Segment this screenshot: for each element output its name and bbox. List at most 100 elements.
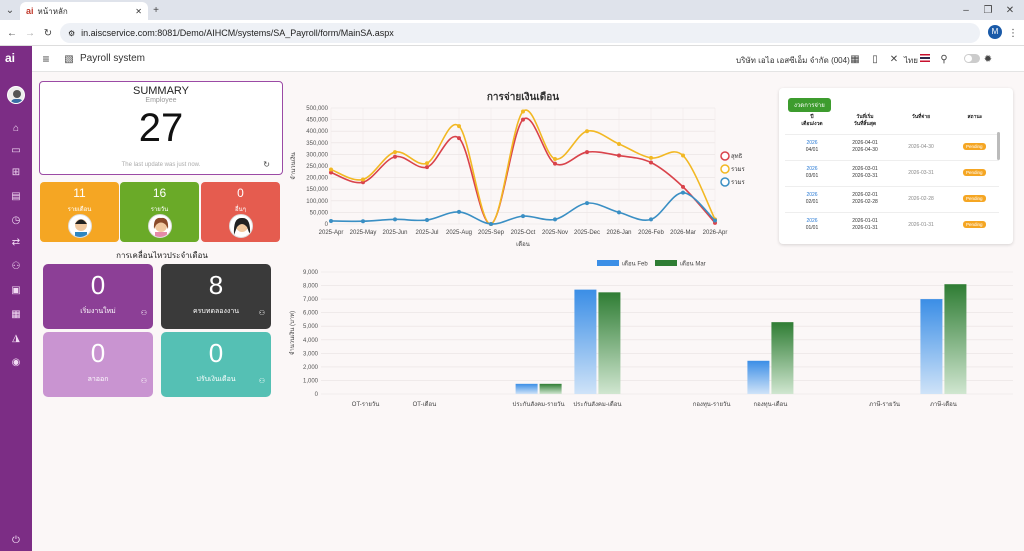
people-icon: ⚇ bbox=[140, 310, 147, 317]
period-number: 02/01 bbox=[805, 199, 819, 205]
x-tick-label: 2025-Aug bbox=[446, 230, 472, 236]
y-tick-label: 150,000 bbox=[306, 187, 328, 193]
document-icon[interactable]: ▯ bbox=[872, 53, 878, 65]
x-tick-label: ประกันสังคม-รายวัน bbox=[513, 401, 565, 408]
resign-card[interactable]: 0 ลาออก ⚇ bbox=[43, 332, 153, 397]
window-close-icon[interactable]: ✕ bbox=[1005, 4, 1015, 16]
close-icon[interactable]: ✕ bbox=[135, 6, 142, 16]
x-tick-label: OT-รายวัน bbox=[352, 401, 380, 408]
schedule-row[interactable]: 2026 01/01 2026-01-01 2026-01-31 2026-01-31 P… bbox=[785, 212, 999, 238]
daily-card[interactable]: 16 รายวัน bbox=[120, 182, 199, 242]
restore-icon[interactable]: ❐ bbox=[983, 4, 993, 16]
refresh-icon[interactable]: ↻ bbox=[263, 160, 270, 169]
user-icon[interactable]: ⚲ bbox=[940, 53, 948, 65]
schedule-row[interactable]: 2026 03/01 2026-03-01 2026-03-31 2026-03-31 P… bbox=[785, 160, 999, 186]
monitor-icon[interactable]: ▭ bbox=[11, 145, 21, 156]
x-tick-label: 2026-Jan bbox=[606, 230, 631, 236]
period-number: 03/01 bbox=[805, 173, 819, 179]
graduation-icon[interactable]: ◮ bbox=[12, 333, 20, 344]
tools-icon[interactable]: ✕ bbox=[889, 53, 899, 65]
data-point bbox=[457, 136, 461, 141]
language-label[interactable]: ไทย bbox=[904, 56, 918, 65]
hamburger-menu-icon[interactable]: ≡ bbox=[42, 52, 50, 66]
data-point bbox=[329, 167, 333, 172]
salary-adjust-card[interactable]: 0 ปรับเงินเดือน ⚇ bbox=[161, 332, 271, 397]
top-header: ≡ ▧ Payroll system บริษัท เอไอ เอสซีเอ็ม… bbox=[32, 46, 1024, 72]
tab-list-icon[interactable]: ⌄ bbox=[5, 4, 15, 16]
period-year[interactable]: 2026 bbox=[806, 166, 818, 172]
period-year[interactable]: 2026 bbox=[806, 218, 818, 224]
date-range-cell: 2026-01-01 2026-01-31 bbox=[845, 218, 885, 232]
schedule-row[interactable]: 2026 02/01 2026-02-01 2026-02-28 2026-02-28 P… bbox=[785, 186, 999, 212]
browser-tab[interactable]: ai หน้าหลัก ✕ bbox=[20, 2, 148, 20]
monthly-card[interactable]: 11 รายเดือน bbox=[40, 182, 119, 242]
data-point bbox=[425, 165, 429, 170]
girl-avatar-icon bbox=[148, 214, 172, 238]
salary-adjust-label: ปรับเงินเดือน bbox=[196, 376, 236, 383]
site-info-icon[interactable]: ⚙ bbox=[68, 28, 76, 38]
new-tab-icon[interactable]: + bbox=[153, 4, 159, 16]
clock-icon[interactable]: ◷ bbox=[11, 215, 21, 226]
probation-count: 8 bbox=[208, 270, 224, 300]
data-point bbox=[681, 153, 685, 158]
summary-title: SUMMARY bbox=[132, 85, 190, 97]
period-year[interactable]: 2026 bbox=[806, 192, 818, 198]
bar bbox=[574, 289, 597, 394]
data-point bbox=[649, 155, 653, 160]
settings-icon[interactable]: ◉ bbox=[11, 357, 21, 368]
period-cell: 2026 01/01 bbox=[795, 218, 829, 232]
bar bbox=[920, 299, 943, 394]
schedule-header: ปี เดือน/งวด วันที่เริ่ม วันที่สิ้นสุด วัน… bbox=[785, 114, 999, 130]
other-card[interactable]: 0 อื่นๆ bbox=[201, 182, 280, 242]
tab-title: หน้าหลัก bbox=[37, 6, 68, 16]
reload-icon[interactable]: ↻ bbox=[43, 27, 53, 39]
data-point bbox=[425, 218, 429, 223]
new-hire-card[interactable]: 0 เริ่มงานใหม่ ⚇ bbox=[43, 264, 153, 329]
data-point bbox=[361, 180, 365, 185]
legend-label: เดือน Mar bbox=[680, 260, 706, 268]
period-year[interactable]: 2026 bbox=[806, 140, 818, 146]
payroll-line-chart: การจ่ายเงินเดือน 0 50,000 100,000 150,000 200… bbox=[290, 91, 745, 248]
logout-icon[interactable]: ⏻ bbox=[12, 535, 20, 546]
url-text: in.aiscservice.com:8081/Demo/AIHCM/syste… bbox=[81, 28, 394, 38]
y-axis-label: จำนวนเงิน (บาท) bbox=[289, 311, 296, 355]
x-tick-label: กองทุน-เดือน bbox=[753, 400, 787, 408]
data-point bbox=[521, 109, 525, 114]
data-point bbox=[393, 154, 397, 159]
x-tick-label: 2025-Apr bbox=[319, 230, 344, 236]
x-tick-label: 2026-Mar bbox=[670, 230, 696, 236]
users-icon[interactable]: ⚇ bbox=[11, 261, 21, 272]
url-field[interactable]: ⚙ in.aiscservice.com:8081/Demo/AIHCM/sys… bbox=[60, 23, 980, 43]
briefcase-icon[interactable]: ▣ bbox=[11, 285, 21, 296]
bar bbox=[771, 322, 794, 394]
menu-kebab-icon[interactable]: ⋮ bbox=[1008, 27, 1018, 39]
start-date: 2026-04-01 bbox=[852, 140, 878, 146]
theme-toggle[interactable] bbox=[964, 54, 980, 63]
people-icon: ⚇ bbox=[140, 378, 147, 385]
pay-period-panel: งวดการจ่าย ปี เดือน/งวด วันที่เริ่ม วันที… bbox=[779, 88, 1013, 244]
thai-flag-icon[interactable] bbox=[920, 54, 930, 62]
data-point bbox=[585, 150, 589, 155]
status-badge: Pending bbox=[963, 195, 986, 202]
user-avatar[interactable] bbox=[7, 86, 25, 104]
transfer-icon[interactable]: ⇄ bbox=[11, 237, 21, 248]
data-point bbox=[617, 210, 621, 215]
forward-icon[interactable]: → bbox=[25, 27, 35, 39]
schedule-row[interactable]: 2026 04/01 2026-04-01 2026-04-30 2026-04-30 P… bbox=[785, 134, 999, 160]
org-chart-icon[interactable]: ⊞ bbox=[11, 167, 21, 178]
schedule-scrollbar[interactable] bbox=[997, 132, 1000, 160]
data-point bbox=[329, 218, 333, 223]
minimize-icon[interactable]: – bbox=[963, 4, 969, 16]
sidebar: ai ⌂ ▭ ⊞ ▤ ◷ ⇄ ⚇ ▣ ▦ ◮ ◉ ⏻ bbox=[0, 46, 32, 551]
probation-card[interactable]: 8 ครบทดลองงาน ⚇ bbox=[161, 264, 271, 329]
report-icon[interactable]: ▦ bbox=[11, 309, 21, 320]
apps-grid-icon[interactable]: ▦ bbox=[850, 53, 860, 65]
home-icon[interactable]: ⌂ bbox=[12, 123, 20, 134]
people-icon: ⚇ bbox=[258, 310, 265, 317]
back-icon[interactable]: ← bbox=[7, 27, 17, 39]
legend-marker bbox=[655, 260, 677, 266]
start-date: 2026-01-01 bbox=[852, 218, 878, 224]
y-tick-label: 300,000 bbox=[306, 152, 328, 158]
money-icon[interactable]: ▤ bbox=[11, 191, 21, 202]
profile-avatar[interactable]: M bbox=[988, 25, 1002, 39]
